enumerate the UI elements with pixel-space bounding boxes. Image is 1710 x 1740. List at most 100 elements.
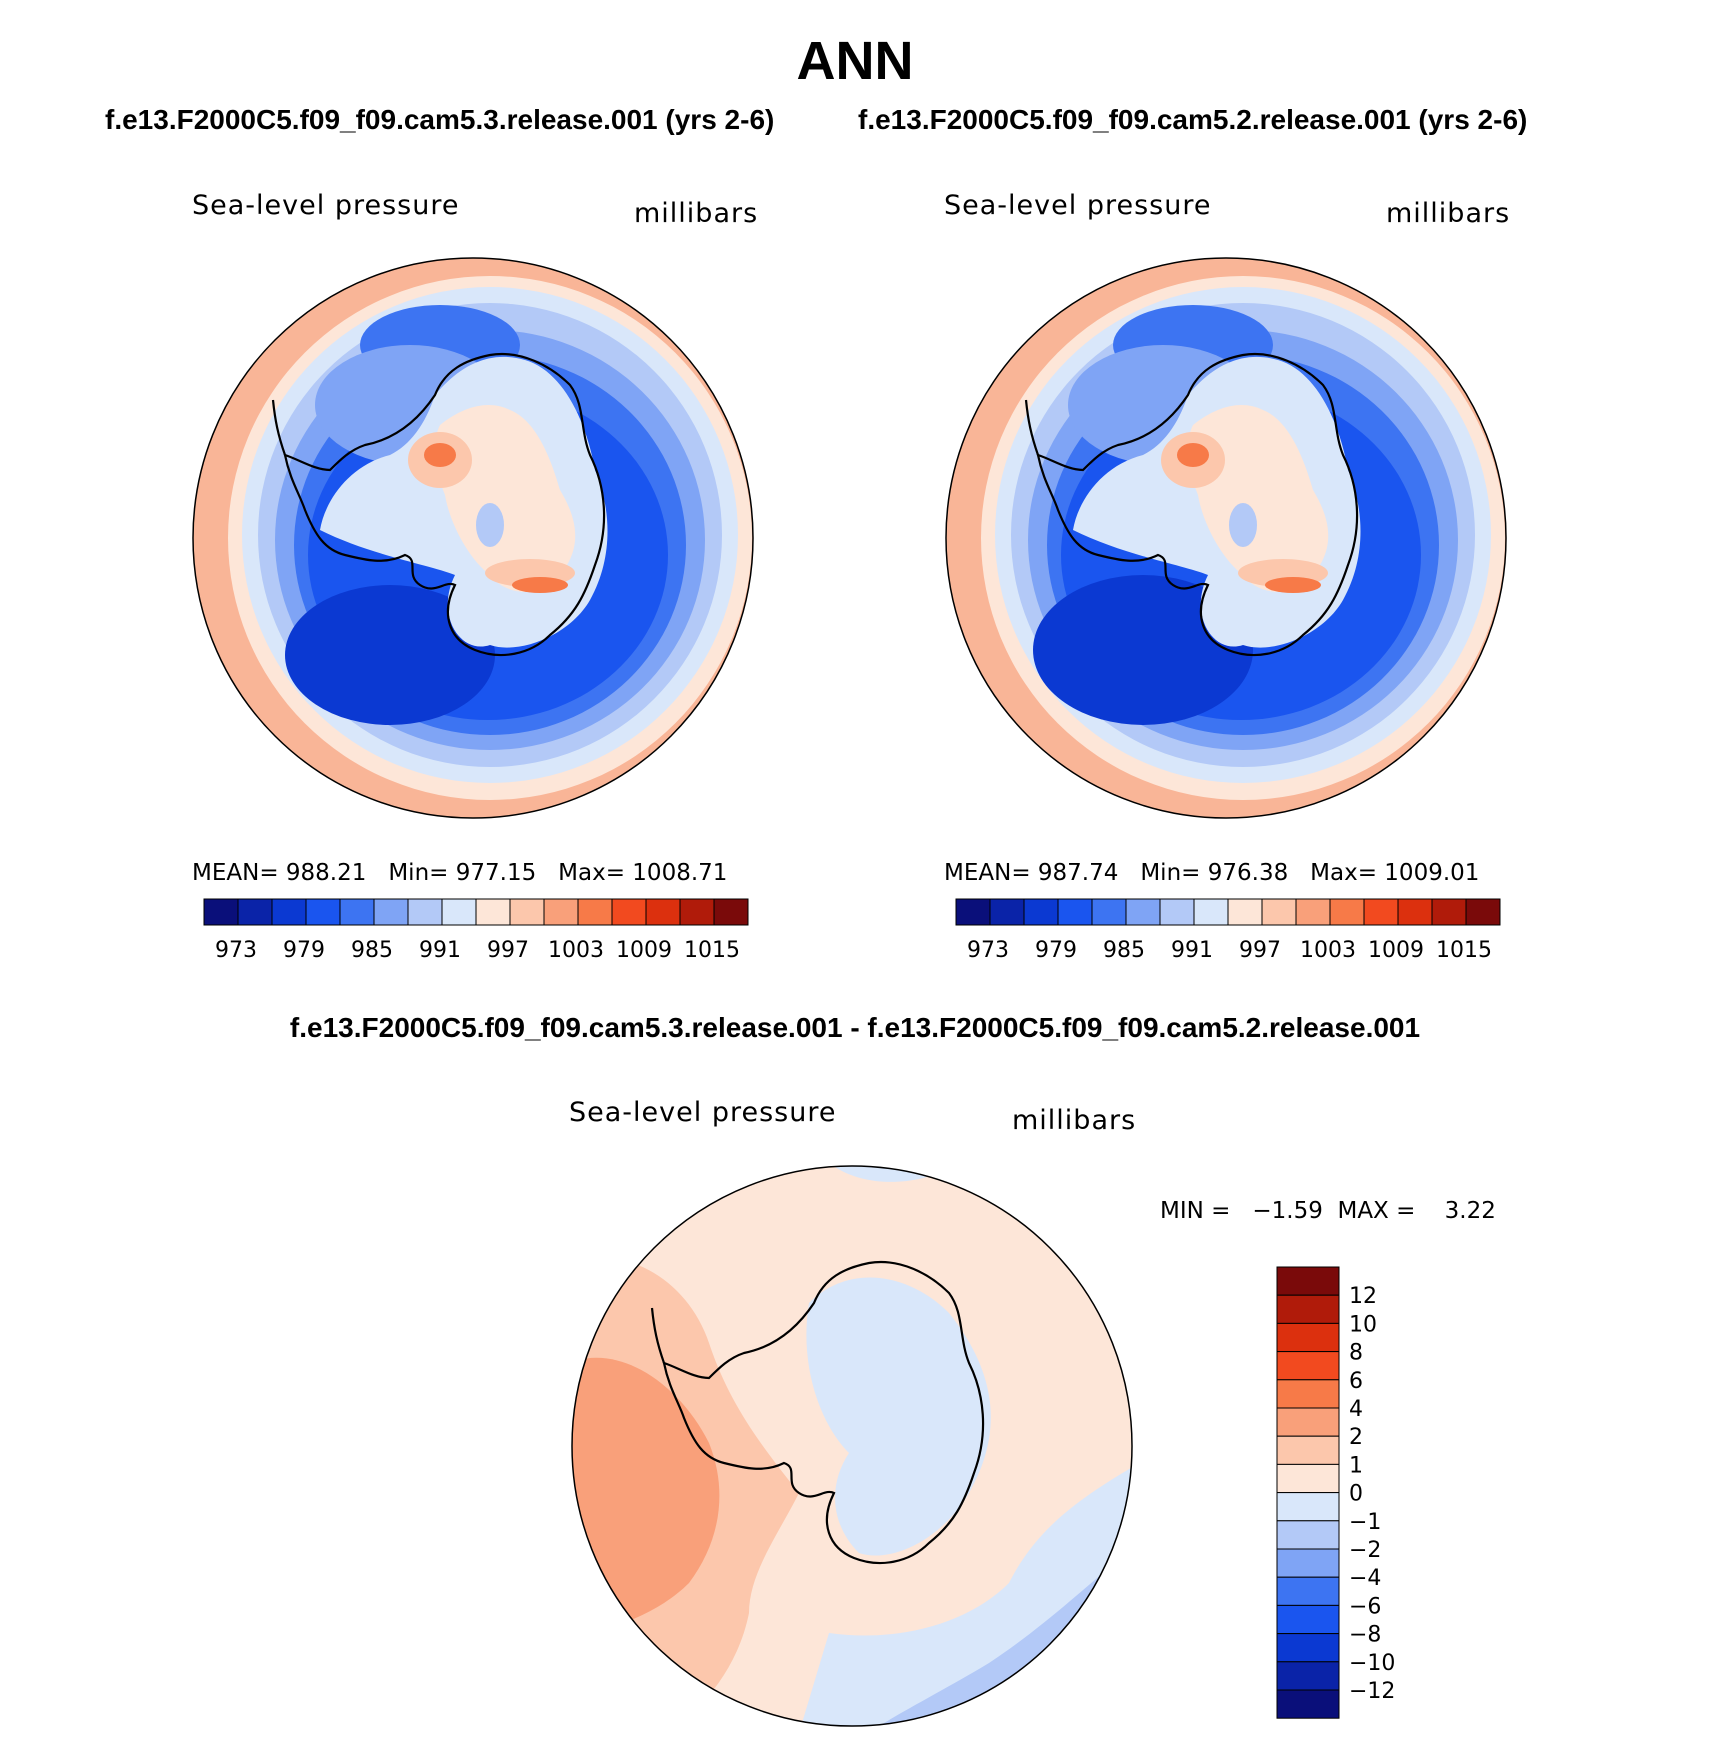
low-pressure-core — [285, 585, 495, 725]
colorbar-swatch — [407, 898, 443, 926]
colorbar-tick-label: 991 — [1171, 938, 1213, 963]
colorbar-swatch — [1276, 1520, 1340, 1550]
plateau-maximum — [424, 443, 456, 467]
colorbar-swatch — [1276, 1294, 1340, 1324]
colorbar-tick-label: 979 — [1035, 938, 1077, 963]
page-title: ANN — [796, 31, 914, 91]
colorbar-swatch — [1276, 1266, 1340, 1296]
colorbar-swatch — [1465, 898, 1501, 926]
panel-1-map — [192, 257, 754, 819]
colorbar-swatch — [1276, 1604, 1340, 1635]
diff-negative-region — [806, 1277, 991, 1556]
colorbar-tick-label: 1 — [1349, 1453, 1363, 1478]
colorbar-tick-label: −2 — [1349, 1538, 1381, 1563]
colorbar-swatch — [1276, 1379, 1340, 1409]
colorbar-swatch — [955, 898, 991, 926]
plateau-maximum — [1265, 577, 1321, 593]
colorbar-swatch — [1091, 898, 1127, 926]
colorbar-swatch — [1276, 1689, 1340, 1719]
panel-1-variable-label: Sea-level pressure — [192, 190, 460, 221]
plateau-maximum — [512, 577, 568, 593]
colorbar-swatch — [509, 898, 545, 926]
panel-3-heading: f.e13.F2000C5.f09_f09.cam5.3.release.001… — [289, 1012, 1421, 1043]
colorbar-swatch — [1276, 1407, 1340, 1437]
colorbar-tick-label: 12 — [1349, 1284, 1377, 1309]
colorbar-swatch — [1276, 1576, 1340, 1606]
panel-1-heading: f.e13.F2000C5.f09_f09.cam5.3.release.001… — [105, 104, 775, 135]
coastline — [283, 352, 606, 657]
colorbar-swatch — [1125, 898, 1161, 926]
colorbar-tick-label: −12 — [1349, 1679, 1395, 1704]
colorbar-swatch — [1261, 898, 1297, 926]
colorbar-tick-label: 0 — [1349, 1482, 1363, 1507]
colorbar-tick-label: −8 — [1349, 1623, 1381, 1648]
colorbar-tick-label: 997 — [1239, 938, 1281, 963]
colorbar-swatch — [1023, 898, 1059, 926]
colorbar-swatch — [1057, 898, 1093, 926]
colorbar-tick-label: 985 — [1103, 938, 1145, 963]
colorbar-tick-label: 997 — [487, 938, 529, 963]
colorbar-swatch — [339, 898, 375, 926]
panel-3-units-label: millibars — [1012, 1105, 1137, 1136]
colorbar-swatch — [271, 898, 307, 926]
colorbar-swatch — [1227, 898, 1263, 926]
map-boundary — [945, 257, 1507, 819]
colorbar-swatch — [1276, 1492, 1340, 1522]
plateau-maximum — [1177, 443, 1209, 467]
colorbar-tick-label: −4 — [1349, 1566, 1381, 1591]
map-boundary — [192, 257, 754, 819]
colorbar-swatch — [543, 898, 579, 926]
colorbar-tick-label: 8 — [1349, 1341, 1363, 1366]
colorbar-swatch — [1276, 1322, 1340, 1353]
panel-2-heading: f.e13.F2000C5.f09_f09.cam5.2.release.001… — [858, 104, 1528, 135]
colorbar-tick-label: −10 — [1349, 1651, 1395, 1676]
colorbar-swatch — [645, 898, 681, 926]
colorbar-swatch — [611, 898, 647, 926]
colorbar-tick-label: 1003 — [548, 938, 604, 963]
colorbar-swatch — [373, 898, 409, 926]
colorbar-tick-label: 973 — [967, 938, 1009, 963]
panel-3-variable-label: Sea-level pressure — [569, 1097, 837, 1128]
coastline-peninsula — [650, 1307, 666, 1364]
panel-2-units-label: millibars — [1386, 198, 1511, 229]
coastline — [1036, 352, 1359, 657]
colorbar-swatch — [989, 898, 1025, 926]
colorbar-swatch — [1431, 898, 1467, 926]
diff-maximum-region — [572, 1357, 720, 1633]
colorbar-swatch — [1193, 898, 1229, 926]
panel-3-map — [571, 1165, 1133, 1727]
colorbar-swatch — [1295, 898, 1331, 926]
colorbar-tick-label: 973 — [215, 938, 257, 963]
colorbar-swatch — [1159, 898, 1195, 926]
colorbar-tick-label: 1015 — [684, 938, 740, 963]
colorbar-tick-label: 1009 — [616, 938, 672, 963]
colorbar-swatch — [1329, 898, 1365, 926]
plateau-dip — [476, 503, 504, 547]
colorbar-swatch — [1397, 898, 1433, 926]
colorbar-tick-label: 979 — [283, 938, 325, 963]
panel-1-stats: MEAN= 988.21 Min= 977.15 Max= 1008.71 — [192, 860, 728, 886]
coastline-peninsula — [271, 399, 287, 456]
colorbar-swatch — [1276, 1661, 1340, 1691]
colorbar-swatch — [1276, 1435, 1340, 1465]
colorbar-swatch — [1276, 1633, 1340, 1663]
colorbar-tick-label: 2 — [1349, 1425, 1363, 1450]
colorbar-tick-label: −1 — [1349, 1510, 1381, 1535]
panel-2-variable-label: Sea-level pressure — [944, 190, 1212, 221]
colorbar-swatch — [1363, 898, 1399, 926]
plateau-dip — [1229, 503, 1257, 547]
coastline-peninsula — [1024, 399, 1040, 456]
colorbar-swatch — [475, 898, 511, 926]
colorbar-tick-label: 6 — [1349, 1369, 1363, 1394]
colorbar-tick-label: 991 — [419, 938, 461, 963]
colorbar-swatch — [679, 898, 715, 926]
panel-1-units-label: millibars — [634, 198, 759, 229]
low-pressure-core — [1033, 575, 1253, 725]
colorbar-tick-label: 10 — [1349, 1312, 1377, 1337]
coastline — [662, 1260, 985, 1565]
colorbar-tick-label: 1003 — [1300, 938, 1356, 963]
colorbar-tick-label: 1015 — [1436, 938, 1492, 963]
colorbar-tick-label: 4 — [1349, 1397, 1363, 1422]
colorbar-tick-label: 985 — [351, 938, 393, 963]
